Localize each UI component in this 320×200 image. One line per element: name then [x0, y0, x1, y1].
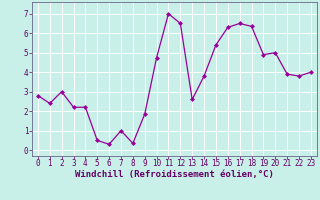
X-axis label: Windchill (Refroidissement éolien,°C): Windchill (Refroidissement éolien,°C) [75, 170, 274, 179]
